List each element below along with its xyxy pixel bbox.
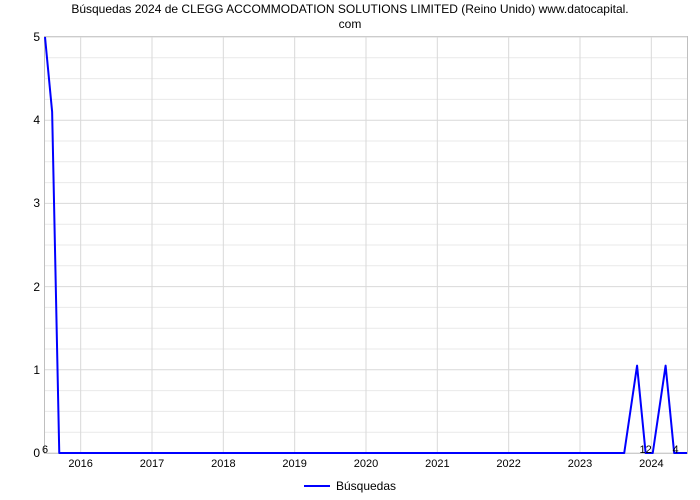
- plot-svg: [45, 37, 687, 453]
- x-tick-label: 2017: [140, 458, 164, 470]
- y-tick-label: 3: [4, 196, 40, 210]
- chart-legend: Búsquedas: [0, 478, 700, 493]
- y-tick-label: 0: [4, 446, 40, 460]
- searches-line-chart: Búsquedas 2024 de CLEGG ACCOMMODATION SO…: [0, 0, 700, 500]
- y-tick-label: 2: [4, 280, 40, 294]
- chart-title-line1: Búsquedas 2024 de CLEGG ACCOMMODATION SO…: [71, 2, 628, 16]
- x-tick-label: 2018: [211, 458, 235, 470]
- y-tick-label: 5: [4, 30, 40, 44]
- x-tick-label: 2024: [639, 458, 663, 470]
- chart-title: Búsquedas 2024 de CLEGG ACCOMMODATION SO…: [0, 2, 700, 32]
- x-tick-label: 2022: [496, 458, 520, 470]
- x-tick-label: 2023: [568, 458, 592, 470]
- x-tick-label: 2016: [68, 458, 92, 470]
- x-tick-label: 2019: [282, 458, 306, 470]
- x-tick-label: 2020: [354, 458, 378, 470]
- chart-annotation: 4: [673, 444, 679, 456]
- x-tick-label: 2021: [425, 458, 449, 470]
- legend-swatch: [304, 485, 330, 487]
- y-tick-label: 4: [4, 113, 40, 127]
- chart-annotation: 6: [42, 444, 48, 456]
- chart-title-line2: com: [339, 17, 362, 31]
- legend-label: Búsquedas: [336, 479, 396, 493]
- y-tick-label: 1: [4, 363, 40, 377]
- plot-area: [44, 36, 688, 454]
- chart-annotation: 12: [640, 444, 652, 456]
